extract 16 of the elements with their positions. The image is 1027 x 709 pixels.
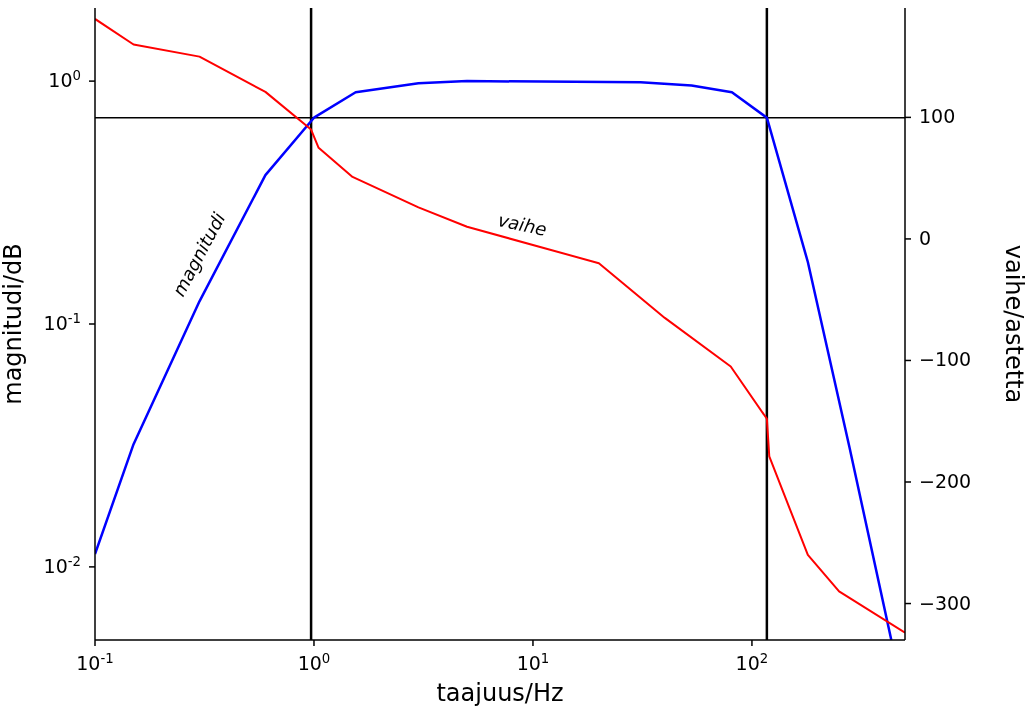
y2-tick-label: 0 (919, 226, 932, 249)
x-tick-label: 10$^{0}$ (297, 650, 331, 674)
x-axis-title: taajuus/Hz (436, 679, 564, 707)
x-tick-label: 10$^{-1}$ (76, 650, 114, 674)
x-tick-label: 10$^{2}$ (735, 650, 769, 674)
y2-tick-label: −200 (919, 470, 972, 492)
y2-axis-title: vaihe/astetta (1000, 244, 1027, 404)
y2-tick-label: −100 (919, 348, 972, 371)
annotation: vaihe (496, 209, 549, 240)
y2-tick-label: 100 (919, 105, 956, 128)
y-tick-label: 10$^{-2}$ (43, 553, 81, 577)
y-tick-label: 10$^{0}$ (48, 67, 81, 92)
y2-tick-label: −300 (919, 591, 972, 614)
x-tick-label: 10$^{1}$ (516, 650, 550, 674)
y-tick-label: 10$^{-1}$ (43, 310, 81, 334)
y-axis-title: magnitudi/dB (0, 243, 27, 405)
